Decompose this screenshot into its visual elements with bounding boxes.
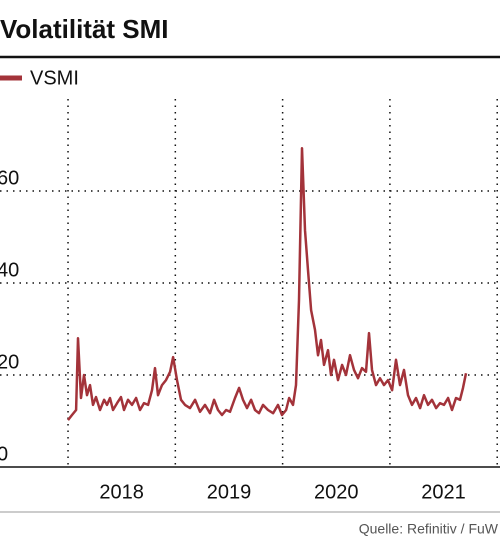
x-tick-label: 2018 bbox=[99, 481, 144, 503]
x-tick-label: 2021 bbox=[421, 481, 466, 503]
y-tick-label: 20 bbox=[0, 351, 19, 373]
y-tick-label: 60 bbox=[0, 167, 19, 189]
source: Quelle: Refinitiv / FuW bbox=[359, 521, 499, 537]
legend-label: VSMI bbox=[30, 67, 79, 89]
x-tick-label: 2020 bbox=[314, 481, 359, 503]
y-tick-label: 40 bbox=[0, 259, 19, 281]
x-tick-label: 2019 bbox=[207, 481, 252, 503]
series-line bbox=[67, 146, 468, 421]
y-tick-label: 0 bbox=[0, 443, 8, 465]
chart-title: Volatilität SMI bbox=[0, 14, 169, 44]
